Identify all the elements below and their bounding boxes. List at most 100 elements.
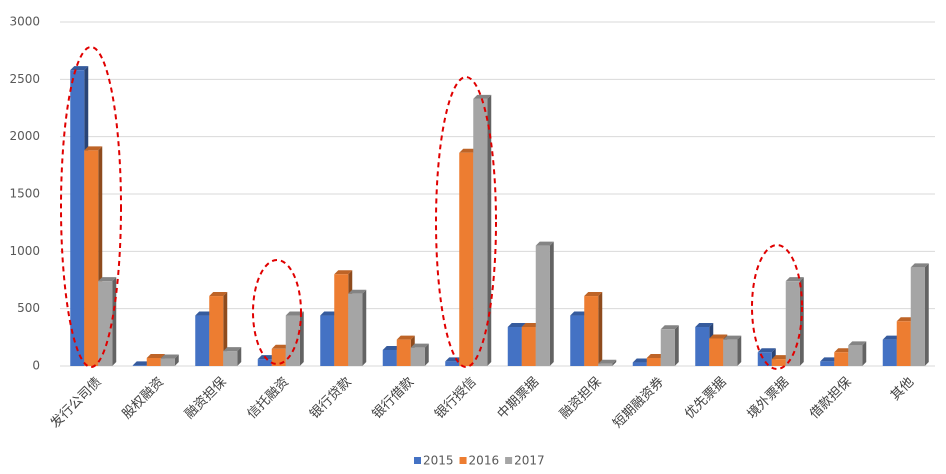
- bar-top: [723, 335, 742, 340]
- bar-top: [257, 355, 276, 360]
- bar-side: [362, 289, 367, 366]
- bar: [848, 345, 863, 366]
- bar: [445, 361, 460, 366]
- bar-top: [160, 354, 179, 359]
- bar: [598, 363, 613, 366]
- bar: [132, 365, 147, 366]
- x-tick-label: 境外票据: [745, 375, 792, 422]
- x-tick-label: 股权融资: [119, 374, 167, 422]
- x-tick-label: 融资担保: [557, 375, 604, 422]
- bar-top: [834, 348, 853, 353]
- bar-top: [285, 311, 304, 316]
- y-tick-label: 1500: [9, 187, 40, 201]
- bar-side: [598, 292, 603, 366]
- y-tick-label: 1000: [9, 244, 40, 258]
- bar-side: [612, 359, 617, 366]
- bar-side: [737, 335, 742, 366]
- bar: [660, 329, 675, 366]
- bar: [896, 321, 911, 366]
- x-tick-label: 发行公司债: [47, 374, 104, 431]
- bar-top: [146, 353, 165, 358]
- bar: [98, 281, 113, 366]
- bar-top: [896, 317, 915, 322]
- bar-side: [799, 277, 804, 366]
- bar-side: [674, 325, 679, 366]
- legend-swatch: [459, 457, 467, 464]
- bar: [320, 315, 335, 366]
- x-tick-label: 借款担保: [807, 375, 854, 422]
- x-tick-label: 优先票据: [682, 375, 729, 422]
- bar-side: [924, 263, 929, 366]
- x-tick-label: 融资担保: [182, 375, 229, 422]
- bar: [695, 327, 710, 366]
- bar: [570, 315, 585, 366]
- bar-top: [507, 323, 526, 328]
- highlight-ring: [252, 259, 302, 365]
- bar-top: [848, 341, 867, 346]
- bar: [160, 358, 175, 366]
- bar-top: [910, 263, 929, 268]
- bar-top: [695, 323, 714, 328]
- bar-top: [320, 311, 339, 316]
- bar: [334, 274, 349, 366]
- bar-top: [584, 292, 603, 297]
- bar-top: [598, 359, 617, 364]
- bar-top: [410, 343, 429, 348]
- bar: [70, 70, 85, 366]
- bar-top: [570, 311, 589, 316]
- bar-side: [487, 94, 492, 367]
- bar: [771, 359, 786, 366]
- bar-side: [424, 343, 429, 366]
- bar: [257, 359, 272, 366]
- bar: [84, 150, 99, 366]
- bar-side: [299, 311, 304, 366]
- bar: [195, 315, 210, 366]
- bar-top: [348, 289, 367, 294]
- bar: [223, 351, 238, 366]
- bar: [521, 327, 536, 366]
- bar: [410, 347, 425, 366]
- bar-top: [771, 355, 790, 360]
- y-tick-label: 2000: [9, 129, 40, 143]
- x-tick-label: 信托融资: [245, 375, 292, 422]
- bar-top: [396, 335, 415, 340]
- y-tick-label: 3000: [9, 15, 40, 29]
- legend-label: 2016: [469, 454, 500, 468]
- bar-top: [820, 357, 839, 362]
- bar: [209, 296, 224, 366]
- bar: [507, 327, 522, 366]
- bar-side: [223, 292, 228, 366]
- bar: [146, 357, 161, 366]
- legend: 2015 2016 2017: [414, 454, 545, 468]
- bar-top: [195, 311, 214, 316]
- legend-label: 2015: [423, 454, 454, 468]
- x-tick-label: 中期票据: [495, 375, 542, 422]
- bar: [632, 362, 647, 366]
- bar: [834, 352, 849, 366]
- bar-top: [660, 325, 679, 330]
- highlight-ring: [60, 46, 122, 368]
- bar: [396, 339, 411, 366]
- bar-side: [174, 354, 179, 366]
- bar: [584, 296, 599, 366]
- bar: [820, 361, 835, 366]
- bar-top: [334, 270, 353, 275]
- y-tick-label: 2500: [9, 72, 40, 86]
- bar-top: [632, 358, 651, 363]
- bar-top: [223, 347, 242, 352]
- y-tick-label: 500: [17, 301, 40, 315]
- legend-label: 2017: [514, 454, 545, 468]
- highlight-ring: [751, 244, 803, 370]
- bar-top: [459, 148, 478, 153]
- bar-top: [535, 241, 554, 246]
- x-tick-label: 银行借款: [370, 375, 417, 422]
- x-tick-label: 银行贷款: [307, 375, 354, 422]
- bar: [723, 339, 738, 366]
- bar-top: [473, 94, 492, 99]
- bar-top: [445, 357, 464, 362]
- bar: [285, 315, 300, 366]
- bar-top: [98, 277, 117, 282]
- bar-top: [132, 361, 151, 366]
- bar: [882, 339, 897, 366]
